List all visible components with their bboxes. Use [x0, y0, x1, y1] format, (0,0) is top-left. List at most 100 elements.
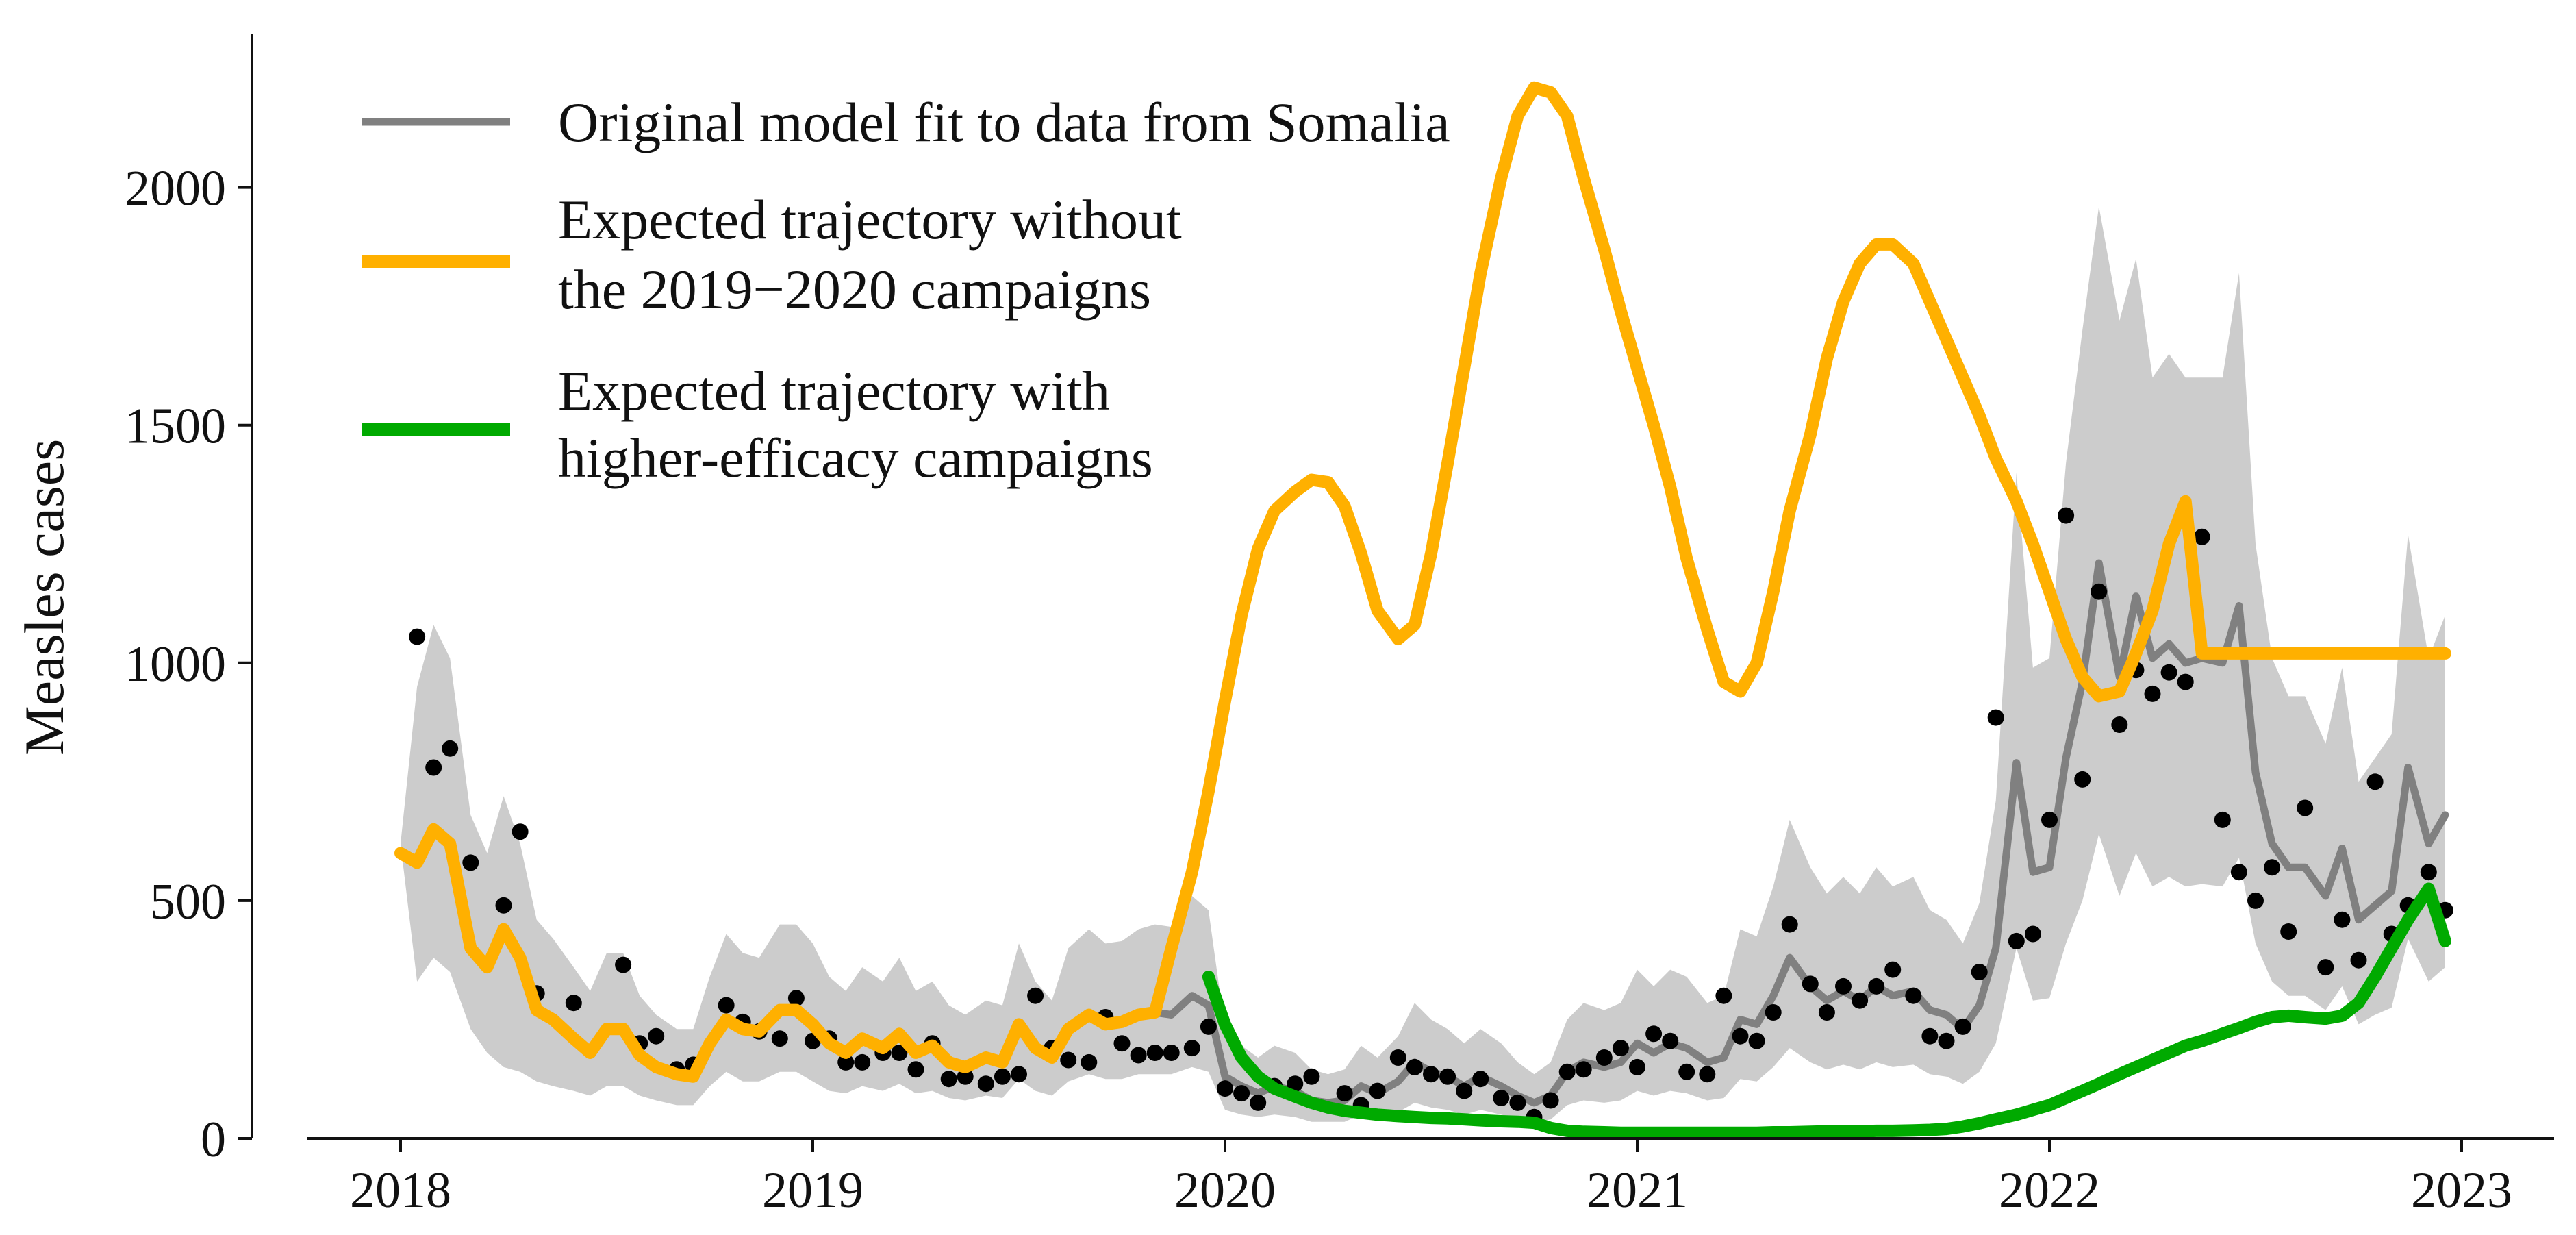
observed-point [1081, 1053, 1098, 1071]
observed-point [462, 854, 479, 871]
observed-point [1732, 1027, 1749, 1045]
y-ticks: 0 500 1000 1500 2000 [125, 161, 252, 1168]
observed-point [2247, 892, 2264, 909]
observed-point [2111, 716, 2128, 733]
x-tick-label: 2023 [2411, 1162, 2512, 1219]
observed-point [1011, 1066, 1027, 1083]
observed-point [2214, 811, 2231, 828]
observed-point [2317, 959, 2334, 976]
observed-point [1542, 1092, 1559, 1109]
observed-point [1971, 964, 1988, 980]
observed-point [1818, 1004, 1835, 1021]
observed-point [1389, 1049, 1406, 1066]
observed-point [994, 1068, 1011, 1085]
observed-point [2024, 925, 2041, 943]
observed-point [1250, 1094, 1267, 1111]
observed-point [512, 823, 529, 840]
observed-point [1781, 916, 1798, 933]
observed-point [2193, 528, 2210, 545]
observed-point [1200, 1018, 1217, 1035]
y-tick-label: 0 [201, 1112, 226, 1168]
x-tick-label: 2021 [1587, 1162, 1688, 1219]
observed-point [1183, 1040, 1200, 1057]
observed-point [2008, 932, 2025, 949]
observed-point [2091, 583, 2108, 600]
observed-point [1645, 1025, 1663, 1043]
observed-point [442, 740, 459, 757]
observed-point [1130, 1047, 1147, 1064]
observed-point [409, 628, 426, 645]
observed-point [2264, 859, 2281, 876]
observed-point [2144, 685, 2161, 702]
observed-point [2058, 507, 2075, 524]
observed-point [1287, 1075, 1304, 1093]
observed-point [787, 990, 805, 1007]
observed-point [1678, 1063, 1695, 1080]
observed-point [1558, 1063, 1576, 1080]
observed-point [425, 759, 442, 776]
observed-point [1509, 1094, 1526, 1111]
observed-point [1575, 1061, 1592, 1078]
legend-label-without: the 2019−2020 campaigns [558, 258, 1151, 321]
y-tick-label: 1000 [125, 636, 226, 693]
observed-point [2366, 773, 2384, 790]
series-line-without-campaigns [394, 81, 2451, 1083]
observed-point [1423, 1066, 1439, 1083]
observed-point [1472, 1071, 1489, 1088]
observed-point [495, 897, 512, 914]
observed-point [2280, 923, 2297, 940]
observed-point [1921, 1027, 1939, 1045]
observed-point [2074, 771, 2091, 788]
observed-point [1027, 987, 1044, 1004]
observed-point [1113, 1035, 1131, 1052]
observed-point [957, 1068, 974, 1085]
observed-point [1612, 1040, 1629, 1057]
legend-label-model: Original model fit to data from Somalia [558, 91, 1450, 153]
legend-label-higher: Expected trajectory with [558, 360, 1110, 422]
observed-point [771, 1030, 788, 1047]
observed-point [1987, 709, 2004, 726]
observed-point [1954, 1018, 1971, 1035]
observed-point [648, 1027, 665, 1045]
series-line-higher-efficacy [1202, 882, 2451, 1139]
higher-efficacy-line-layer [1202, 882, 2451, 1139]
observed-point [718, 997, 735, 1014]
observed-point [615, 956, 632, 973]
observed-point [1905, 987, 1922, 1004]
observed-point [1884, 961, 1902, 978]
observed-point [1406, 1058, 1423, 1075]
observed-point [1748, 1032, 1765, 1049]
observed-point [891, 1045, 908, 1061]
observed-point [1629, 1058, 1645, 1075]
observed-point [1060, 1051, 1077, 1069]
observed-point [2230, 864, 2247, 881]
x-tick-label: 2019 [762, 1162, 863, 1219]
axes [251, 34, 2554, 1140]
observed-point [1802, 975, 1819, 993]
observed-point [1835, 977, 1852, 995]
observed-point [1852, 992, 1869, 1009]
observed-point [2041, 811, 2058, 828]
observed-point [940, 1071, 957, 1088]
y-tick-label: 500 [150, 874, 226, 930]
observed-point [1595, 1049, 1613, 1066]
observed-point [977, 1075, 994, 1093]
observed-point [1146, 1045, 1163, 1061]
legend: Original model fit to data from Somalia E… [362, 91, 1450, 489]
observed-point [1336, 1085, 1353, 1102]
observed-point [1662, 1032, 1679, 1049]
observed-point [1303, 1068, 1320, 1085]
observed-point [1163, 1045, 1180, 1061]
observed-point [1868, 977, 1885, 995]
observed-point [1456, 1082, 1473, 1099]
observed-point [2297, 799, 2314, 816]
x-tick-label: 2022 [1999, 1162, 2100, 1219]
observed-point [1217, 1080, 1233, 1097]
observed-point [907, 1061, 924, 1078]
observed-point [1233, 1085, 1250, 1102]
x-tick-label: 2018 [350, 1162, 451, 1219]
observed-point [854, 1053, 871, 1071]
observed-point [1439, 1068, 1456, 1085]
y-axis-title: Measles cases [13, 439, 75, 756]
